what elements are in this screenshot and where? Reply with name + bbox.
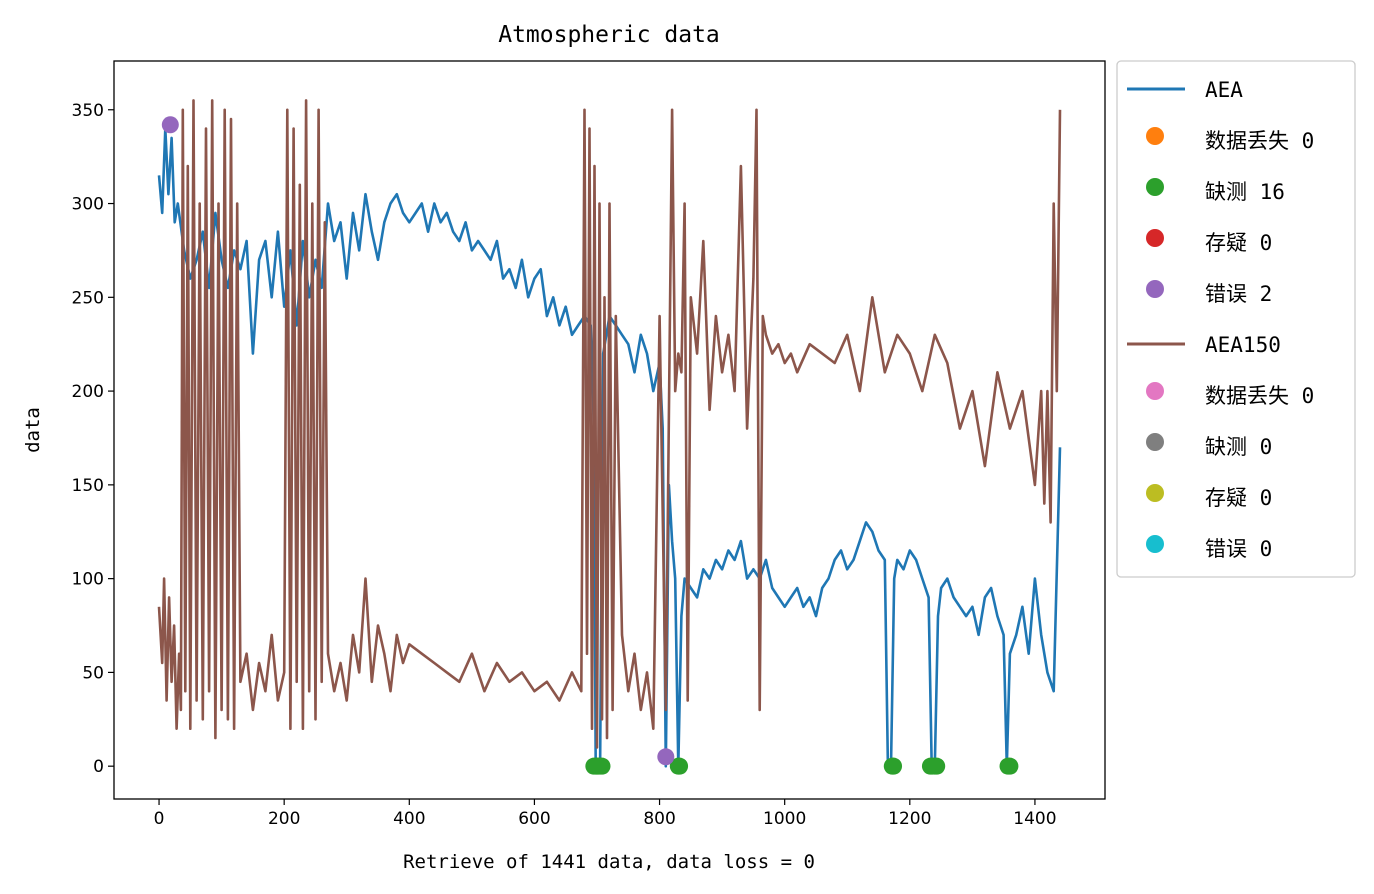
y-tick-label: 250 — [72, 288, 104, 308]
plot-frame — [113, 60, 1106, 800]
series-line-aea150 — [157, 99, 1062, 749]
x-tick-label: 1000 — [763, 809, 806, 829]
legend-marker-swatch — [1146, 484, 1164, 502]
legend-marker-swatch — [1146, 280, 1164, 298]
y-axis: 0 50 100 150 200 250 300 350 — [72, 101, 114, 777]
legend-label: 存疑 0 — [1205, 486, 1272, 510]
legend-label: AEA — [1205, 78, 1243, 102]
data-point-marker — [593, 757, 611, 775]
x-tick-label: 400 — [393, 809, 425, 829]
legend-label: 错误 2 — [1205, 282, 1272, 306]
data-point-marker — [671, 757, 689, 775]
x-axis-label: Retrieve of 1441 data, data loss = 0 — [403, 851, 815, 873]
data-point-marker — [885, 757, 903, 775]
x-axis: 0 200 400 600 800 1000 1200 1400 — [154, 799, 1057, 829]
marker-layer — [161, 116, 1019, 775]
x-tick-label: 200 — [268, 809, 300, 829]
y-tick-label: 50 — [82, 663, 104, 683]
y-tick-label: 100 — [72, 570, 104, 590]
legend-marker-swatch — [1146, 535, 1164, 553]
legend-marker-swatch — [1146, 127, 1164, 145]
legend-label: 缺测 0 — [1205, 435, 1272, 459]
data-point-marker — [1001, 757, 1019, 775]
legend-label: AEA150 — [1205, 333, 1281, 357]
y-tick-label: 200 — [72, 382, 104, 402]
legend-marker-swatch — [1146, 433, 1164, 451]
series-layer — [157, 99, 1062, 768]
chart-title: Atmospheric data — [498, 22, 720, 48]
x-tick-label: 600 — [518, 809, 550, 829]
y-tick-label: 300 — [72, 195, 104, 215]
x-tick-label: 0 — [154, 809, 165, 829]
y-tick-label: 350 — [72, 101, 104, 121]
x-tick-label: 1200 — [888, 809, 931, 829]
legend-entries: AEA 数据丢失 0 缺测 16 存疑 0 错误 2 AEA150 数据丢失 0 缺测 0 存疑… — [1127, 78, 1314, 561]
legend-label: 错误 0 — [1205, 537, 1272, 561]
legend-marker-swatch — [1146, 229, 1164, 247]
legend-label: 数据丢失 0 — [1205, 384, 1314, 408]
y-tick-label: 150 — [72, 476, 104, 496]
legend-label: 数据丢失 0 — [1205, 129, 1314, 153]
legend-marker-swatch — [1146, 178, 1164, 196]
y-axis-label: data — [22, 407, 44, 453]
legend-label: 存疑 0 — [1205, 231, 1272, 255]
legend: AEA 数据丢失 0 缺测 16 存疑 0 错误 2 AEA150 数据丢失 0 缺测 0 存疑… — [1116, 60, 1356, 578]
legend-marker-swatch — [1146, 382, 1164, 400]
legend-frame — [1116, 60, 1356, 578]
data-point-marker — [928, 757, 946, 775]
x-tick-label: 800 — [643, 809, 675, 829]
x-tick-label: 1400 — [1013, 809, 1056, 829]
data-point-marker — [161, 116, 179, 134]
legend-label: 缺测 16 — [1205, 180, 1285, 204]
data-point-marker — [657, 748, 675, 766]
y-tick-label: 0 — [93, 757, 104, 777]
